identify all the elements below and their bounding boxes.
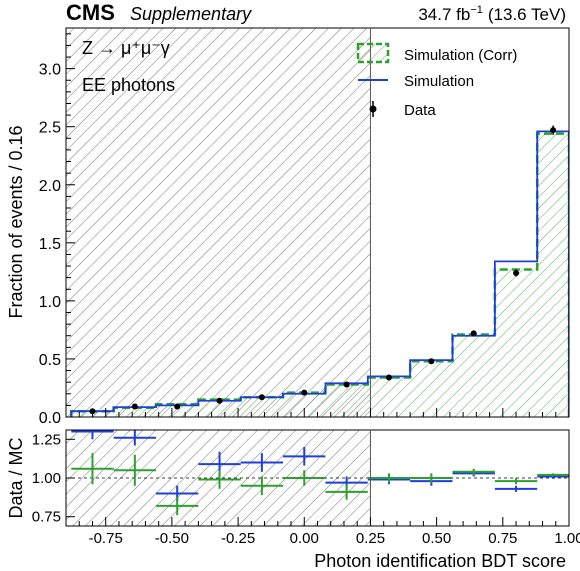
main-ytick-label: 0.5	[39, 352, 61, 369]
main-ytick-label: 2.5	[39, 120, 61, 137]
process-label: Z → μ⁺μ⁻γ	[82, 38, 170, 58]
corr-hist-fill	[71, 133, 569, 417]
ratio-xlabel: Photon identification BDT score	[314, 551, 566, 571]
main-ytick-label: 1.5	[39, 236, 61, 253]
ratio-xtick-label: 0.25	[356, 530, 385, 547]
ratio-xtick-label: 0.75	[488, 530, 517, 547]
lumi-exponent: −1	[470, 4, 483, 16]
lumi-value: 34.7 fb	[418, 5, 470, 24]
ratio-xtick-label: 0.00	[290, 530, 319, 547]
ratio-panel: 0.75 1.00 1.25 -0.75 -0.50 -0.25 0.00 0.25 0.50 0…	[6, 429, 580, 571]
data-point	[174, 403, 181, 410]
legend-sim-label: Simulation	[404, 73, 474, 90]
lumi-energy: (13.6 TeV)	[488, 5, 566, 24]
data-point	[385, 374, 392, 381]
main-ytick-label: 3.0	[39, 62, 61, 79]
legend: Simulation (Corr) Simulation Data	[356, 42, 517, 119]
lumi-label: 34.7 fb−1 (13.6 TeV)	[418, 4, 566, 24]
main-panel: 0.0 0.5 1.0 1.5 2.0 2.5 3.0 Fraction of events…	[6, 27, 570, 427]
category-label: EE photons	[82, 75, 175, 95]
ratio-xtick-label: -0.50	[155, 530, 189, 547]
main-ytick-label: 1.0	[39, 294, 61, 311]
ratio-xtick-label: 0.50	[422, 530, 451, 547]
supplementary-label: Supplementary	[130, 4, 252, 24]
legend-data-label: Data	[404, 102, 436, 119]
data-point	[131, 403, 138, 410]
data-point	[428, 358, 435, 365]
main-ytick-label: 2.0	[39, 178, 61, 195]
main-ytick-label: 0.0	[39, 410, 61, 427]
ratio-ytick-label: 0.75	[32, 509, 61, 526]
data-point	[343, 381, 350, 388]
data-point	[301, 389, 308, 396]
ratio-ylabel: Data / MC	[6, 437, 26, 518]
data-point	[89, 408, 96, 415]
main-shaded-region	[66, 28, 371, 417]
cms-label: CMS	[66, 0, 115, 25]
ratio-xtick-label: -0.25	[221, 530, 255, 547]
data-point	[258, 394, 265, 401]
ratio-xtick-label: 1.00	[554, 530, 580, 547]
data-point	[216, 397, 223, 404]
data-point	[550, 127, 557, 134]
main-ylabel: Fraction of events / 0.16	[6, 125, 26, 318]
legend-data-marker	[369, 105, 377, 113]
legend-corr-label: Simulation (Corr)	[404, 47, 517, 64]
legend-corr-swatch	[356, 42, 390, 64]
data-point	[513, 270, 520, 277]
ratio-xtick-label: -0.75	[89, 530, 123, 547]
ratio-ytick-label: 1.25	[32, 431, 61, 448]
sim-hist-line	[70, 130, 569, 417]
data-point	[470, 330, 477, 337]
ratio-ytick-label: 1.00	[32, 470, 61, 487]
